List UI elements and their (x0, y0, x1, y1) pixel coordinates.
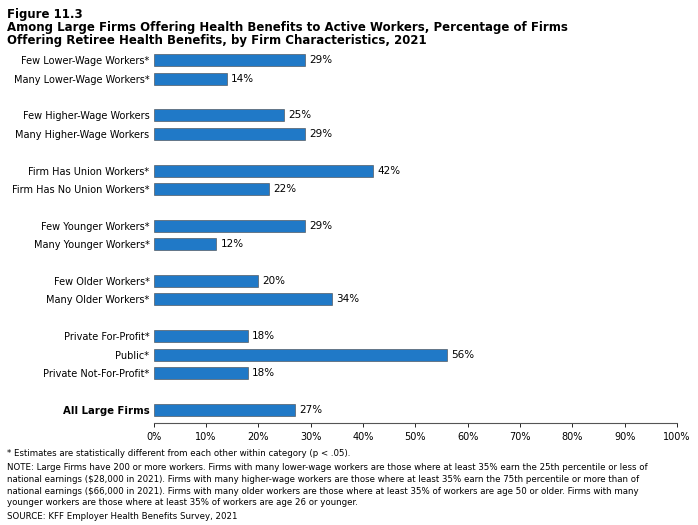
Text: * Estimates are statistically different from each other within category (p < .05: * Estimates are statistically different … (7, 449, 350, 458)
Text: Figure 11.3: Figure 11.3 (7, 8, 82, 21)
Bar (154, 220, 306, 232)
Text: 12%: 12% (221, 239, 244, 249)
Text: 34%: 34% (336, 295, 359, 304)
Text: 27%: 27% (299, 405, 322, 415)
Text: 29%: 29% (309, 220, 333, 230)
Text: 14%: 14% (231, 74, 254, 83)
Bar (154, 349, 447, 361)
Bar (154, 293, 332, 306)
Bar (154, 109, 285, 121)
Bar (154, 164, 373, 176)
Bar (154, 183, 269, 195)
Text: 18%: 18% (252, 331, 275, 341)
Text: NOTE: Large Firms have 200 or more workers. Firms with many lower-wage workers a: NOTE: Large Firms have 200 or more worke… (7, 463, 648, 508)
Text: 20%: 20% (262, 276, 285, 286)
Text: Offering Retiree Health Benefits, by Firm Characteristics, 2021: Offering Retiree Health Benefits, by Fir… (7, 34, 426, 47)
Bar (154, 54, 306, 66)
Bar (154, 275, 258, 287)
Text: 29%: 29% (309, 129, 333, 139)
Text: 56%: 56% (451, 350, 474, 360)
Text: 25%: 25% (289, 110, 312, 120)
Bar (154, 330, 248, 342)
Text: 42%: 42% (378, 165, 401, 175)
Bar (154, 128, 306, 140)
Text: Among Large Firms Offering Health Benefits to Active Workers, Percentage of Firm: Among Large Firms Offering Health Benefi… (7, 21, 568, 34)
Bar (154, 72, 227, 85)
Text: 29%: 29% (309, 55, 333, 65)
Bar (154, 238, 216, 250)
Bar (154, 367, 248, 379)
Text: 18%: 18% (252, 368, 275, 378)
Text: 22%: 22% (273, 184, 296, 194)
Text: SOURCE: KFF Employer Health Benefits Survey, 2021: SOURCE: KFF Employer Health Benefits Sur… (7, 512, 237, 521)
Bar (154, 404, 295, 416)
